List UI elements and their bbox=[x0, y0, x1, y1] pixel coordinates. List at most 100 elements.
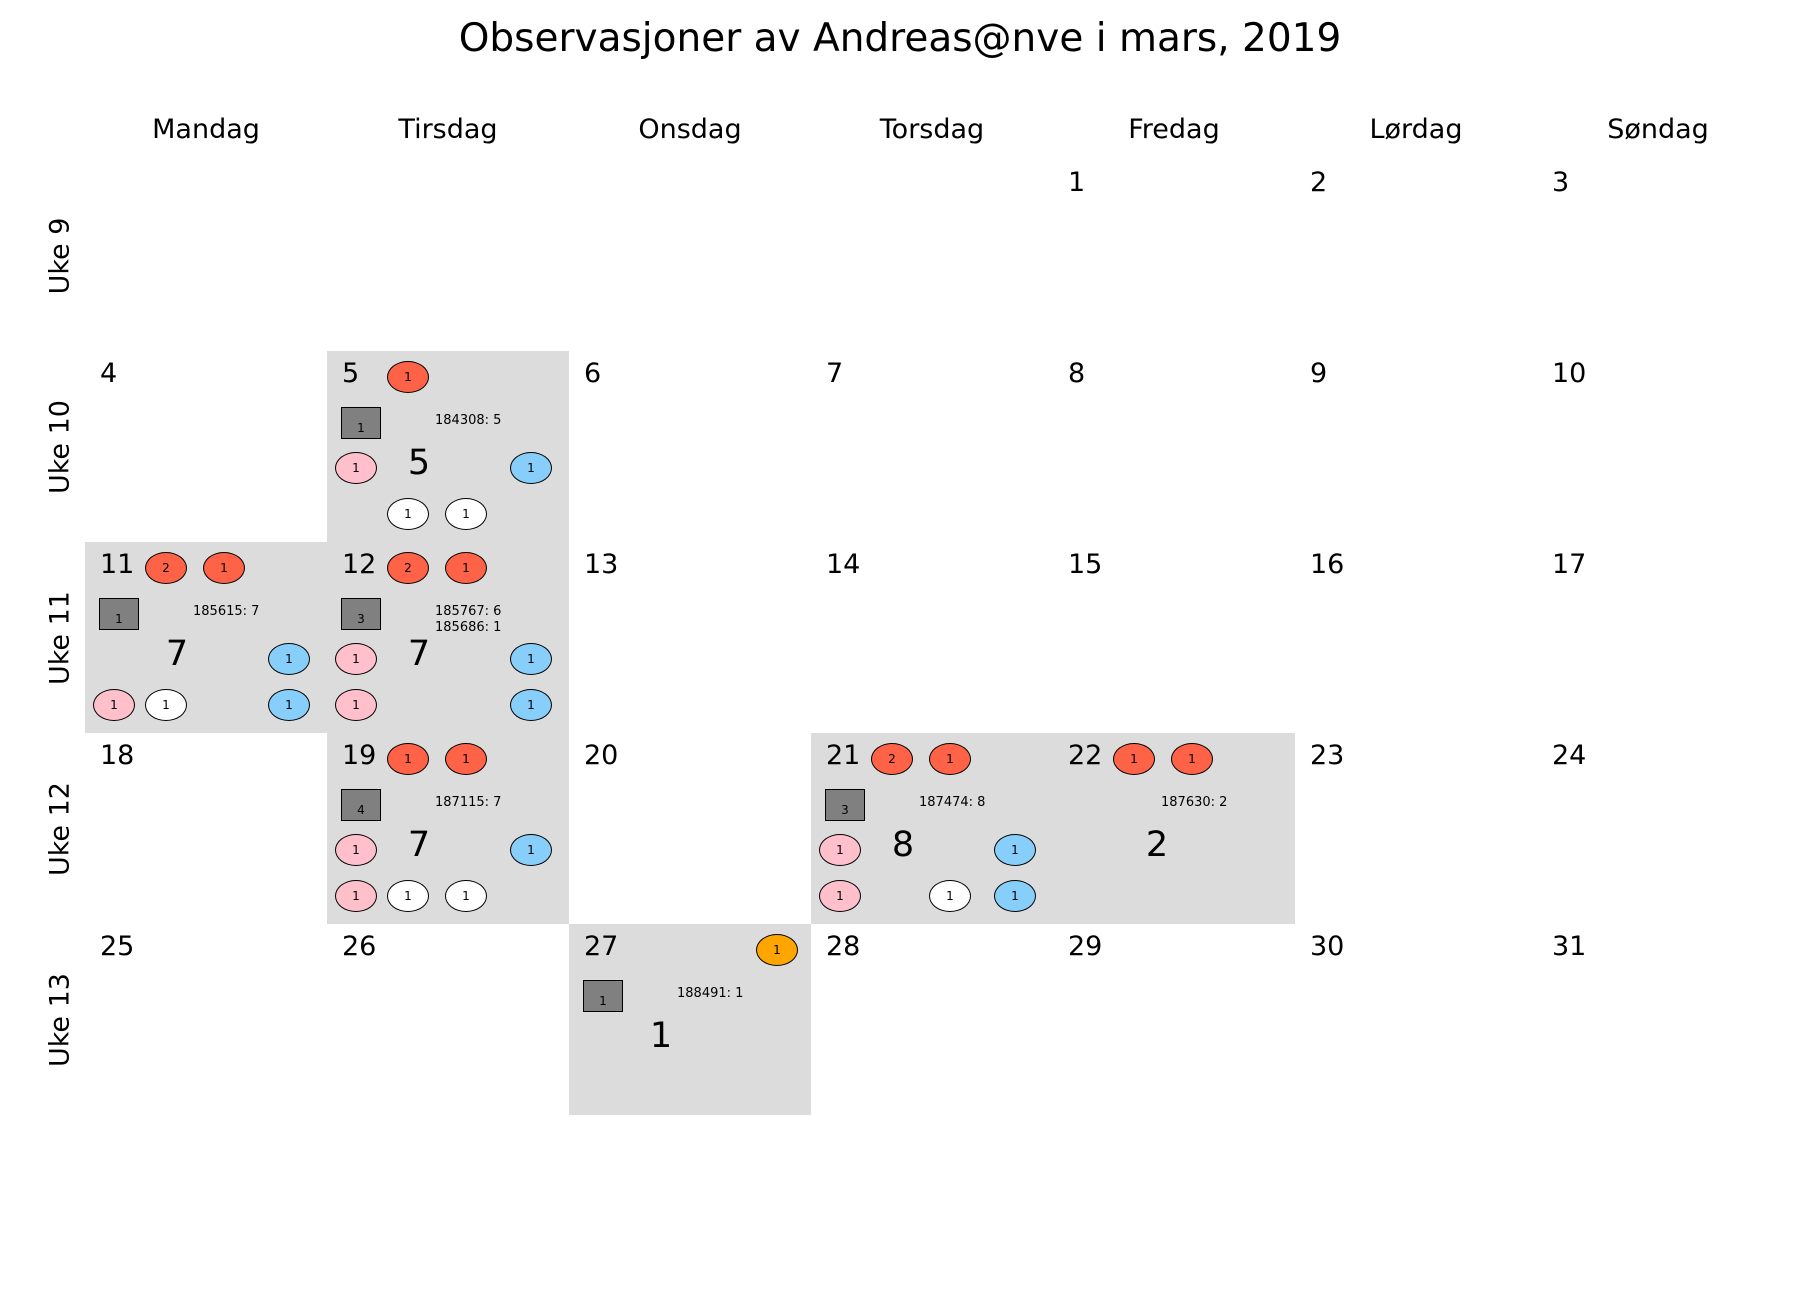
observation-id: 185767: 6 bbox=[435, 604, 502, 619]
day-number: 10 bbox=[1552, 358, 1587, 389]
count-bubble-red: 1 bbox=[203, 552, 245, 584]
count-bubble-blue: 1 bbox=[510, 689, 552, 721]
day-cell: 15 bbox=[1053, 542, 1295, 733]
day-number: 4 bbox=[100, 358, 118, 389]
square-marker: 1 bbox=[99, 598, 139, 630]
observation-id: 184308: 5 bbox=[435, 413, 502, 428]
day-cell: 28 bbox=[811, 924, 1053, 1115]
day-number: 5 bbox=[342, 358, 360, 389]
count-bubble-pink: 1 bbox=[335, 880, 377, 912]
day-number: 22 bbox=[1068, 740, 1103, 771]
count-bubble-white: 1 bbox=[445, 880, 487, 912]
day-number: 26 bbox=[342, 931, 377, 962]
weekday-header: Søndag bbox=[1607, 114, 1709, 145]
count-bubble-pink: 1 bbox=[819, 834, 861, 866]
day-number: 19 bbox=[342, 740, 377, 771]
count-bubble-white: 1 bbox=[387, 880, 429, 912]
count-bubble-red: 1 bbox=[445, 743, 487, 775]
count-bubble-blue: 1 bbox=[510, 643, 552, 675]
chart-title: Observasjoner av Andreas@nve i mars, 201… bbox=[458, 16, 1342, 61]
day-cell: 26 bbox=[327, 924, 569, 1115]
day-cell: 14 bbox=[811, 542, 1053, 733]
day-total: 1 bbox=[649, 1016, 673, 1056]
day-cell: 13 bbox=[569, 542, 811, 733]
count-bubble-red: 1 bbox=[445, 552, 487, 584]
day-number: 6 bbox=[584, 358, 602, 389]
count-bubble-red: 1 bbox=[1113, 743, 1155, 775]
square-marker: 4 bbox=[341, 789, 381, 821]
day-cell: 17 bbox=[1537, 542, 1779, 733]
day-number: 20 bbox=[584, 740, 619, 771]
day-cell: 1 bbox=[1053, 160, 1295, 351]
count-bubble-pink: 1 bbox=[335, 452, 377, 484]
day-total: 5 bbox=[407, 443, 431, 483]
weekday-header: Torsdag bbox=[879, 114, 985, 145]
observation-id: 188491: 1 bbox=[677, 986, 744, 1001]
count-bubble-white: 1 bbox=[387, 498, 429, 530]
square-marker: 1 bbox=[583, 980, 623, 1012]
day-total: 7 bbox=[407, 634, 431, 674]
count-bubble-orange: 1 bbox=[756, 934, 798, 966]
day-number: 21 bbox=[826, 740, 861, 771]
day-cell: 24 bbox=[1537, 733, 1779, 924]
observation-id: 185686: 1 bbox=[435, 620, 502, 635]
day-number: 13 bbox=[584, 549, 619, 580]
observation-id: 185615: 7 bbox=[193, 604, 260, 619]
day-number: 25 bbox=[100, 931, 135, 962]
day-cell bbox=[85, 160, 327, 351]
count-bubble-red: 1 bbox=[1171, 743, 1213, 775]
day-number: 29 bbox=[1068, 931, 1103, 962]
count-bubble-blue: 1 bbox=[994, 834, 1036, 866]
day-cell bbox=[569, 160, 811, 351]
day-cell: 3 bbox=[1537, 160, 1779, 351]
day-cell: 23 bbox=[1295, 733, 1537, 924]
day-number: 15 bbox=[1068, 549, 1103, 580]
day-number: 17 bbox=[1552, 549, 1587, 580]
count-bubble-white: 1 bbox=[929, 880, 971, 912]
count-bubble-pink: 1 bbox=[819, 880, 861, 912]
day-number: 12 bbox=[342, 549, 377, 580]
day-number: 1 bbox=[1068, 167, 1086, 198]
day-total: 8 bbox=[891, 825, 915, 865]
count-bubble-white: 1 bbox=[145, 689, 187, 721]
count-bubble-blue: 1 bbox=[268, 689, 310, 721]
day-number: 16 bbox=[1310, 549, 1345, 580]
count-bubble-red: 1 bbox=[387, 743, 429, 775]
day-total: 7 bbox=[165, 634, 189, 674]
weekday-header: Fredag bbox=[1128, 114, 1220, 145]
day-cell: 9 bbox=[1295, 351, 1537, 542]
day-cell: 29 bbox=[1053, 924, 1295, 1115]
day-number: 24 bbox=[1552, 740, 1587, 771]
count-bubble-pink: 1 bbox=[335, 643, 377, 675]
weekday-header: Tirsdag bbox=[398, 114, 498, 145]
day-number: 9 bbox=[1310, 358, 1328, 389]
observation-ids: 188491: 1 bbox=[677, 986, 743, 1002]
day-cell: 2 bbox=[1295, 160, 1537, 351]
weekday-header: Onsdag bbox=[638, 114, 742, 145]
day-total: 2 bbox=[1145, 825, 1169, 865]
observation-ids: 187630: 2 bbox=[1161, 795, 1227, 811]
day-number: 27 bbox=[584, 931, 619, 962]
count-bubble-blue: 1 bbox=[268, 643, 310, 675]
day-cell: 31 bbox=[1537, 924, 1779, 1115]
observation-ids: 185767: 6 185686: 1 bbox=[435, 604, 501, 636]
count-bubble-blue: 1 bbox=[994, 880, 1036, 912]
observation-ids: 185615: 7 bbox=[193, 604, 259, 620]
day-number: 28 bbox=[826, 931, 861, 962]
count-bubble-red: 1 bbox=[387, 361, 429, 393]
day-cell: 25 bbox=[85, 924, 327, 1115]
count-bubble-red: 1 bbox=[929, 743, 971, 775]
day-number: 11 bbox=[100, 549, 135, 580]
square-marker: 3 bbox=[825, 789, 865, 821]
day-number: 8 bbox=[1068, 358, 1086, 389]
day-number: 18 bbox=[100, 740, 135, 771]
observation-ids: 187115: 7 bbox=[435, 795, 501, 811]
day-cell: 16 bbox=[1295, 542, 1537, 733]
count-bubble-pink: 1 bbox=[93, 689, 135, 721]
day-number: 31 bbox=[1552, 931, 1587, 962]
square-marker: 1 bbox=[341, 407, 381, 439]
